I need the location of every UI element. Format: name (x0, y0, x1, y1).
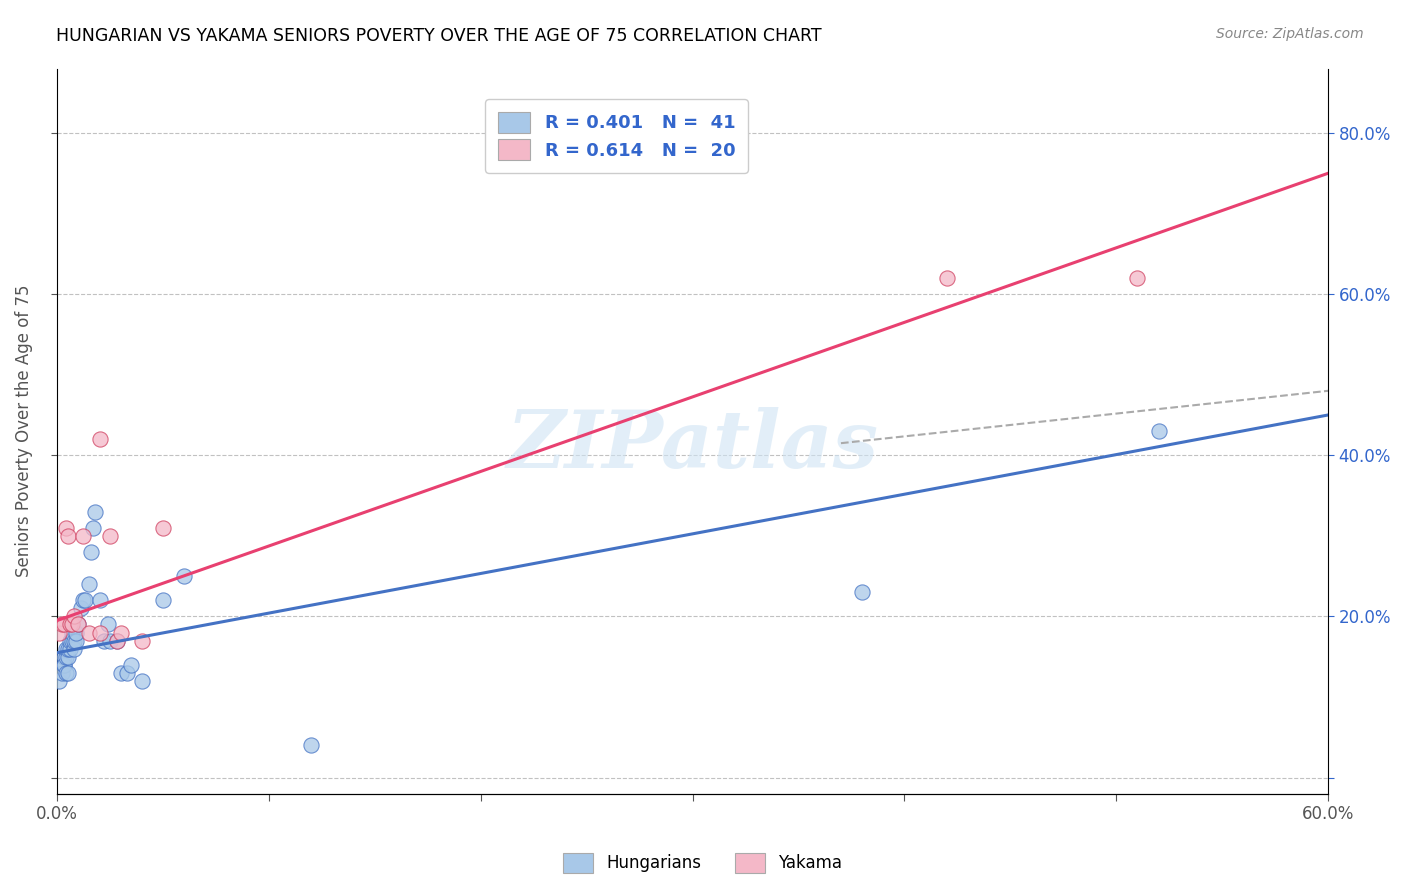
Text: HUNGARIAN VS YAKAMA SENIORS POVERTY OVER THE AGE OF 75 CORRELATION CHART: HUNGARIAN VS YAKAMA SENIORS POVERTY OVER… (56, 27, 823, 45)
Point (173, 569, 195, 583)
Point (131, 633, 153, 648)
Point (72, 529, 94, 543)
Point (55, 649, 77, 664)
Point (77, 625, 100, 640)
Point (52, 617, 75, 632)
Legend: Hungarians, Yakama: Hungarians, Yakama (557, 847, 849, 880)
Point (52, 657, 75, 672)
Point (69, 601, 91, 615)
Point (56, 649, 79, 664)
Point (56, 665, 79, 680)
Point (65, 633, 87, 648)
Point (48, 673, 70, 688)
Y-axis label: Seniors Poverty Over the Age of 75: Seniors Poverty Over the Age of 75 (15, 285, 32, 577)
Point (60, 625, 83, 640)
Point (73, 593, 96, 607)
Point (98, 633, 121, 648)
Point (55, 665, 77, 680)
Point (89, 432, 111, 446)
Point (89, 593, 111, 607)
Point (51, 617, 73, 632)
Point (1126, 271, 1149, 285)
Point (77, 577, 100, 591)
Legend: R = 0.401   N =  41, R = 0.614   N =  20: R = 0.401 N = 41, R = 0.614 N = 20 (485, 99, 748, 173)
Point (63, 641, 86, 656)
Point (52, 649, 75, 664)
Point (93, 633, 115, 648)
Point (56, 641, 79, 656)
Point (120, 657, 142, 672)
Point (52, 657, 75, 672)
Point (60, 617, 83, 632)
Point (97, 617, 120, 632)
Point (55, 641, 77, 656)
Point (115, 665, 138, 680)
Point (65, 625, 87, 640)
Point (105, 633, 128, 648)
Point (59, 633, 82, 648)
Point (56, 529, 79, 543)
Point (301, 739, 323, 753)
Point (59, 617, 82, 632)
Point (105, 633, 128, 648)
Point (55, 521, 77, 535)
Point (80, 545, 103, 559)
Point (72, 593, 94, 607)
Point (110, 625, 132, 640)
Point (48, 625, 70, 640)
Point (152, 593, 174, 607)
Text: Source: ZipAtlas.com: Source: ZipAtlas.com (1216, 27, 1364, 41)
Point (67, 617, 90, 632)
Point (98, 529, 121, 543)
Text: ZIPatlas: ZIPatlas (506, 407, 879, 484)
Point (84, 505, 107, 519)
Point (89, 625, 111, 640)
Point (935, 271, 957, 285)
Point (63, 609, 86, 624)
Point (131, 673, 153, 688)
Point (152, 521, 174, 535)
Point (110, 665, 132, 680)
Point (67, 617, 90, 632)
Point (59, 641, 82, 656)
Point (63, 633, 86, 648)
Point (851, 585, 873, 599)
Point (1147, 424, 1170, 438)
Point (60, 633, 83, 648)
Point (82, 521, 104, 535)
Point (51, 665, 73, 680)
